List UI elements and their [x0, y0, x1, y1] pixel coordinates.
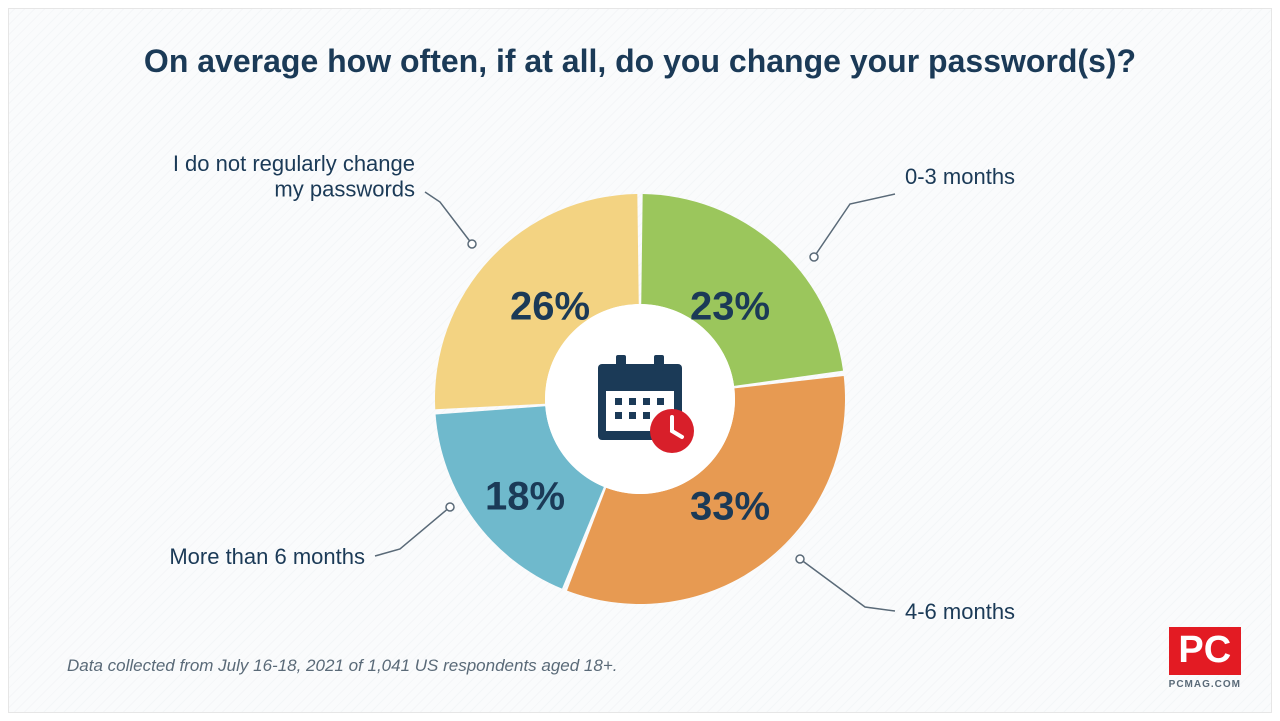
leader-dot: [446, 503, 454, 511]
slice-label: More than 6 months: [169, 544, 365, 569]
slice-percent: 26%: [510, 285, 590, 329]
infographic-card: On average how often, if at all, do you …: [8, 8, 1272, 713]
leader-line: [425, 192, 472, 244]
chart-area: 23% 33% 18% 26% 0-3 months 4-6 months More th…: [9, 129, 1271, 632]
slice-percent: 18%: [485, 475, 565, 519]
leader-dot: [468, 240, 476, 248]
leader-line: [375, 507, 450, 556]
slice-label: 4-6 months: [905, 599, 1015, 624]
slice-label: I do not regularly changemy passwords: [173, 151, 415, 201]
brand-logo-box: PC: [1169, 627, 1241, 675]
slice-percent: 33%: [690, 485, 770, 529]
slice-percent: 23%: [690, 285, 770, 329]
leader-dot: [796, 555, 804, 563]
footnote-text: Data collected from July 16-18, 2021 of …: [67, 656, 618, 676]
chart-title: On average how often, if at all, do you …: [9, 43, 1271, 80]
calendar-clock-icon: [598, 355, 694, 453]
leader-line: [814, 194, 895, 257]
donut-chart: 23% 33% 18% 26% 0-3 months 4-6 months More th…: [80, 129, 1200, 669]
leader-line: [800, 559, 895, 611]
brand-logo: PC PCMAG.COM: [1169, 627, 1241, 690]
outer-frame: On average how often, if at all, do you …: [0, 0, 1280, 721]
slice-label: 0-3 months: [905, 164, 1015, 189]
leader-dot: [810, 253, 818, 261]
brand-logo-subtext: PCMAG.COM: [1169, 679, 1241, 690]
